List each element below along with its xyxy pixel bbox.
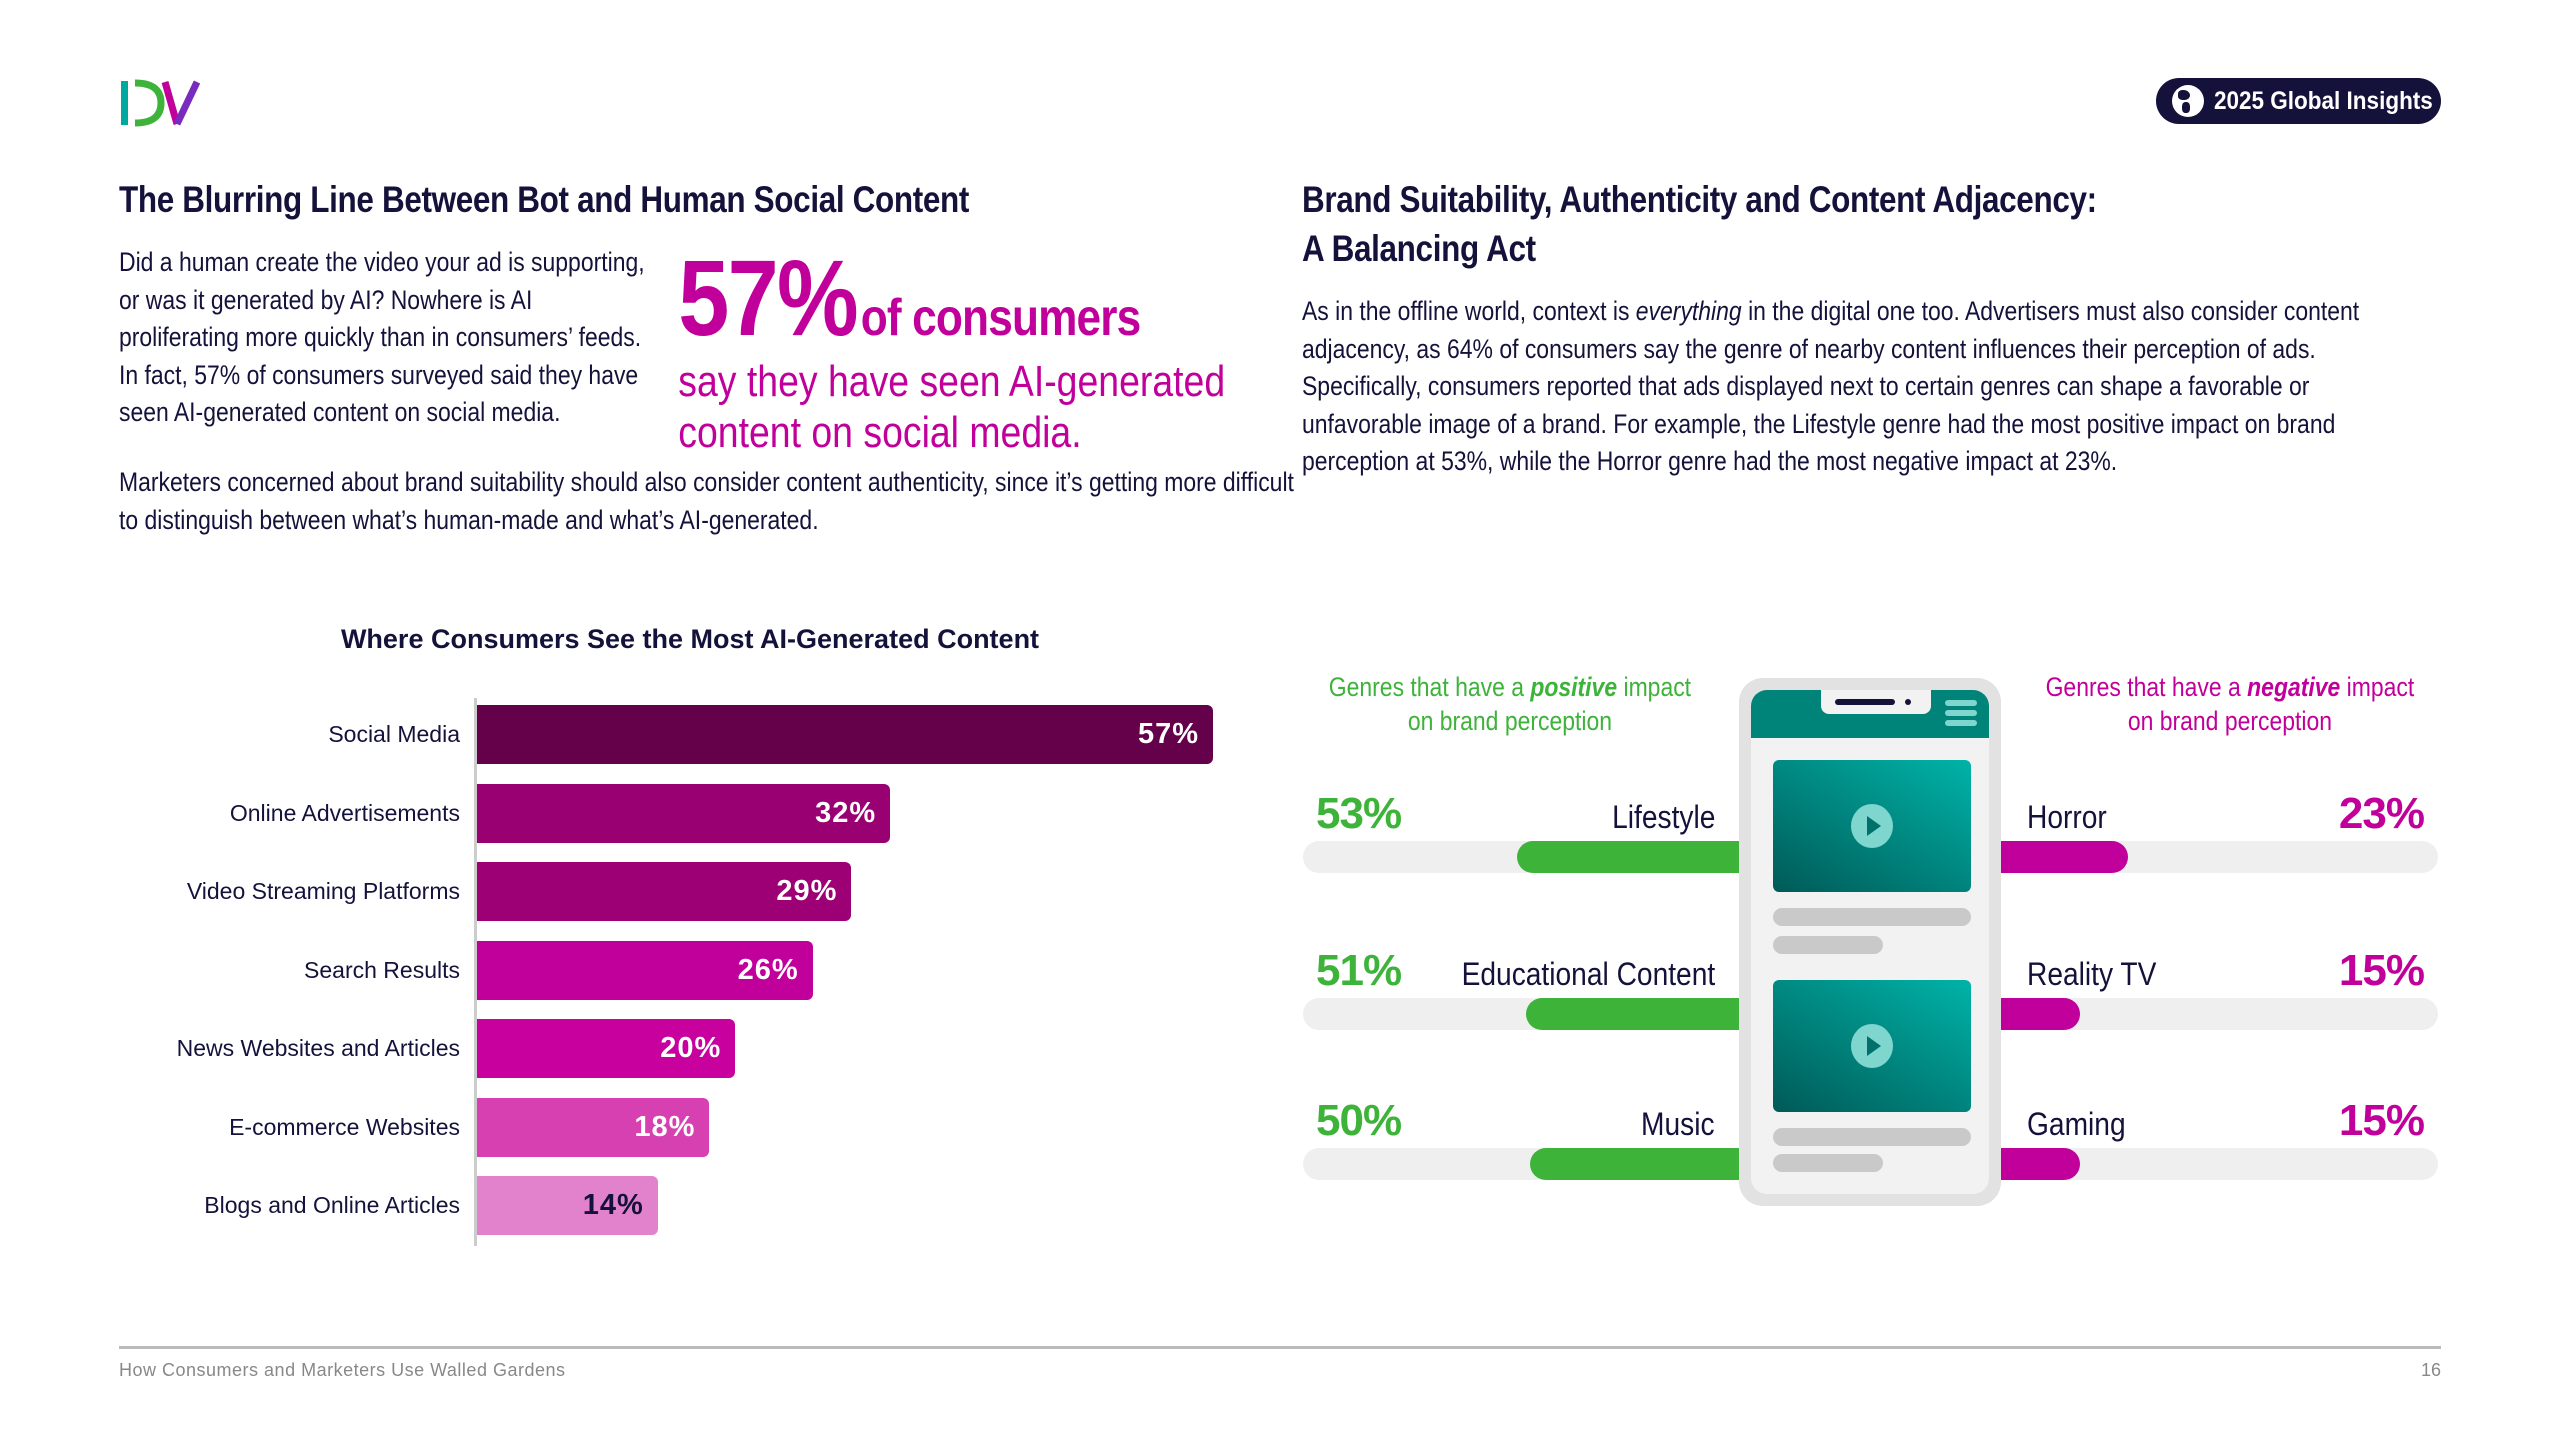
positive-percent: 53% <box>1316 789 1402 838</box>
caption-emphasis: negative <box>2247 672 2341 702</box>
bar: 32% <box>477 783 891 843</box>
footer-divider <box>119 1346 2441 1349</box>
bar: 57% <box>477 705 1213 764</box>
video-thumbnail <box>1773 980 1971 1112</box>
negative-percent: 15% <box>2338 946 2425 995</box>
video-thumbnail <box>1773 760 1971 892</box>
callout-of: of consumers <box>860 289 1141 347</box>
bar-value-label: 26% <box>737 953 799 986</box>
bar-label: News Websites and Articles <box>176 1035 460 1061</box>
bar-label: E-commerce Websites <box>229 1113 460 1140</box>
right-heading-line-1: Brand Suitability, Authenticity and Cont… <box>1302 179 2097 220</box>
callout-number: 57% <box>678 237 858 358</box>
menu-icon <box>1945 700 1977 730</box>
left-paragraph-2: Marketers concerned about brand suitabil… <box>119 467 1294 535</box>
global-insights-badge: 2025 Global Insights <box>2156 78 2441 124</box>
phone-illustration <box>1739 678 2001 1206</box>
negative-bar <box>1990 841 2128 873</box>
play-icon <box>1851 1024 1893 1068</box>
globe-lightbulb-icon <box>2172 85 2204 117</box>
caption-text: on brand perception <box>2127 706 2333 736</box>
caption-text: Genres that have a <box>2045 672 2248 702</box>
right-heading-line-2: A Balancing Act <box>1302 228 1536 269</box>
bar-value-label: 32% <box>815 796 877 829</box>
callout: 57% of consumers say they have seen AI-g… <box>678 244 1256 458</box>
callout-stat: 57% of consumers <box>678 244 1256 352</box>
left-heading: The Blurring Line Between Bot and Human … <box>119 179 970 220</box>
positive-bar <box>1530 1148 1750 1180</box>
dv-logo <box>121 79 201 127</box>
negative-bar <box>1990 1148 2080 1180</box>
caption-text: on brand perception <box>1407 706 1613 736</box>
bar-label: Search Results <box>304 956 460 983</box>
negative-percent: 15% <box>2338 1096 2425 1145</box>
positive-bar <box>1525 998 1750 1030</box>
left-text-block: The Blurring Line Between Bot and Human … <box>119 175 1319 539</box>
negative-genre: Gaming <box>2027 1106 2126 1142</box>
positive-genre: Music <box>1641 1106 1715 1142</box>
chart-title: Where Consumers See the Most AI-Generate… <box>340 624 1040 654</box>
chart-axis <box>474 698 477 1246</box>
right-text-block: Brand Suitability, Authenticity and Cont… <box>1302 175 2412 481</box>
left-paragraph-1: Did a human create the video your ad is … <box>119 247 645 427</box>
negative-bar <box>1990 998 2080 1030</box>
negative-genre: Reality TV <box>2027 956 2157 992</box>
bar-label: Social Media <box>328 721 460 747</box>
bar: 18% <box>477 1097 710 1157</box>
bar-value-label: 18% <box>634 1110 696 1143</box>
positive-bar <box>1516 841 1750 873</box>
bar: 14% <box>477 1176 658 1235</box>
caption-emphasis: positive <box>1530 672 1618 702</box>
bar-value-label: 57% <box>1137 718 1199 750</box>
caption-text: impact <box>2340 672 2415 702</box>
bar-value-label: 29% <box>776 875 838 907</box>
bar-value-label: 20% <box>660 1032 722 1064</box>
negative-genre: Horror <box>2027 799 2107 835</box>
right-heading: Brand Suitability, Authenticity and Cont… <box>1302 175 2412 273</box>
bar: 20% <box>477 1019 736 1078</box>
page-number: 16 <box>2420 1360 2441 1380</box>
bar-label: Online Advertisements <box>229 799 460 826</box>
callout-text: say they have seen AI-generated content … <box>678 357 1226 457</box>
footer-title: How Consumers and Marketers Use Walled G… <box>119 1360 566 1380</box>
caption-text: impact <box>1617 672 1692 702</box>
bar-value-label: 14% <box>582 1189 644 1221</box>
bar-label: Video Streaming Platforms <box>186 878 460 904</box>
bar: 29% <box>477 862 852 921</box>
negative-caption: Genres that have a negative impact on br… <box>2000 670 2460 738</box>
caption-text: Genres that have a <box>1328 672 1531 702</box>
positive-genre: Educational Content <box>1461 956 1715 992</box>
para-text: in the digital one too. Advertisers must… <box>1302 296 2360 476</box>
positive-genre: Lifestyle <box>1611 799 1715 835</box>
positive-percent: 51% <box>1316 946 1402 995</box>
negative-percent: 23% <box>2338 789 2425 838</box>
para-emphasis: everything <box>1635 296 1742 326</box>
positive-caption: Genres that have a positive impact on br… <box>1280 670 1740 738</box>
badge-label: 2025 Global Insights <box>2214 86 2433 115</box>
right-paragraph: As in the offline world, context is ever… <box>1302 293 2412 481</box>
positive-percent: 50% <box>1316 1096 1402 1145</box>
play-icon <box>1851 804 1893 848</box>
para-text: As in the offline world, context is <box>1302 296 1636 326</box>
bar: 26% <box>477 940 813 1000</box>
bar-label: Blogs and Online Articles <box>204 1192 460 1218</box>
intro-row: Did a human create the video your ad is … <box>119 244 1319 458</box>
